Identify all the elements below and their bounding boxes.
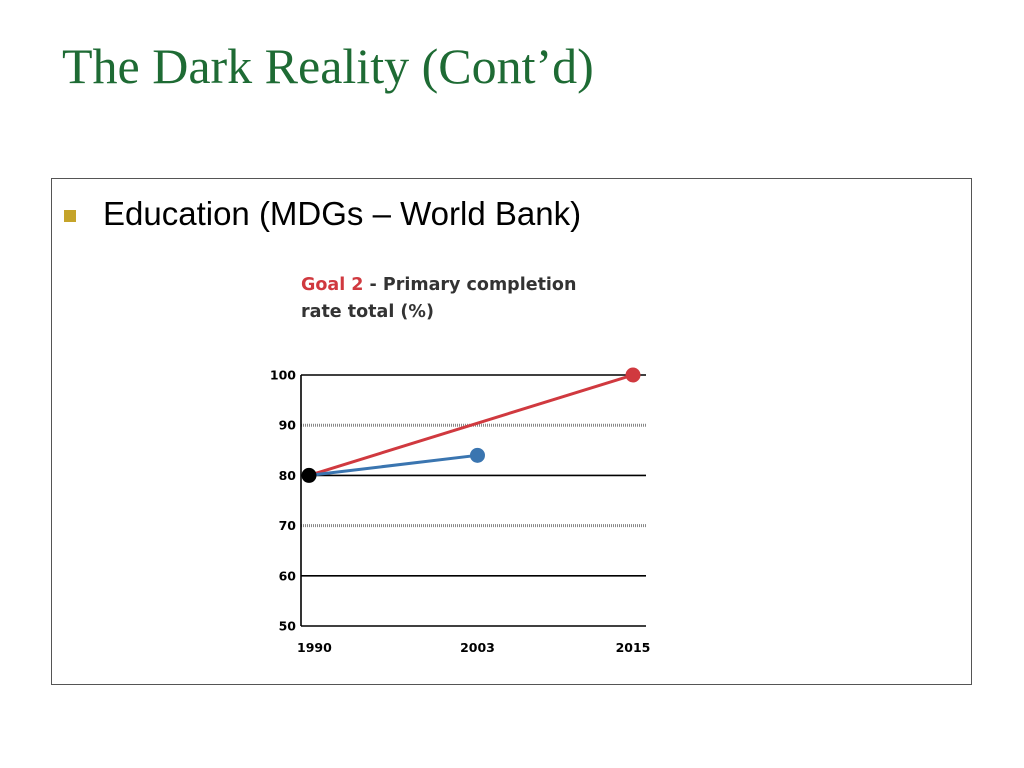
y-tick-label-100: 100 — [270, 368, 296, 383]
series-point-0-1 — [625, 367, 641, 383]
series-point-1-1 — [469, 447, 485, 463]
chart-title-line2: rate total (%) — [301, 302, 434, 322]
y-tick-labels: 100 90 80 70 60 50 — [270, 368, 296, 634]
y-tick-label-60: 60 — [279, 568, 297, 583]
x-tick-labels: 1990 2003 2015 — [297, 640, 650, 655]
bullet-item: Education (MDGs – World Bank) — [64, 195, 581, 233]
grid-lines — [301, 374, 646, 627]
chart-title-main: - Primary completion — [363, 275, 576, 295]
y-tick-label-80: 80 — [279, 468, 297, 483]
content-box: Education (MDGs – World Bank) — [51, 178, 972, 685]
chart-title-accent: Goal 2 — [301, 275, 363, 295]
x-tick-label-2015: 2015 — [616, 640, 651, 655]
chart-title-line1: Goal 2 - Primary completion — [301, 275, 576, 295]
slide-title: The Dark Reality (Cont’d) — [62, 38, 594, 94]
x-tick-label-1990: 1990 — [297, 640, 332, 655]
series-layer — [301, 367, 641, 483]
y-tick-label-50: 50 — [279, 619, 297, 634]
y-tick-label-90: 90 — [279, 418, 297, 433]
y-tick-label-70: 70 — [279, 518, 297, 533]
bullet-text: Education (MDGs – World Bank) — [103, 195, 582, 232]
start-point — [301, 467, 317, 483]
series-line-1 — [308, 453, 478, 477]
x-tick-label-2003: 2003 — [460, 640, 495, 655]
square-bullet-icon — [64, 210, 76, 222]
series-line-0 — [308, 373, 634, 477]
